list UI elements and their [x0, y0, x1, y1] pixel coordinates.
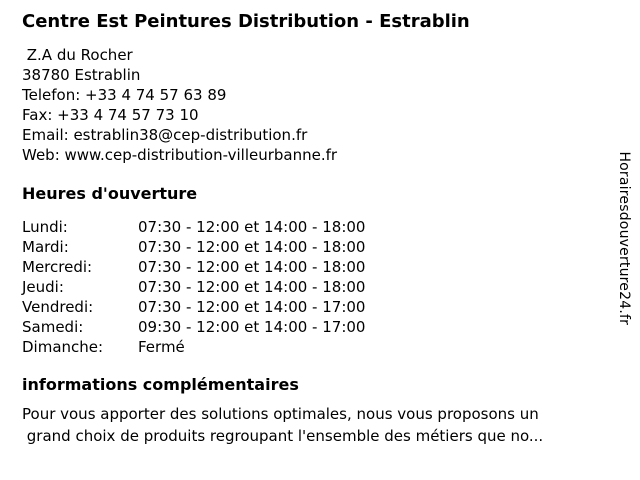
day-hours: 09:30 - 12:00 et 14:00 - 17:00 — [138, 318, 366, 336]
page-title: Centre Est Peintures Distribution - Estr… — [22, 11, 470, 32]
email-line: Email: estrablin38@cep-distribution.fr — [22, 126, 308, 144]
info-line-2: grand choix de produits regroupant l'ens… — [22, 427, 544, 445]
day-label: Dimanche: — [22, 338, 104, 356]
watermark-vertical-text: Horairesdouverture24.fr — [616, 151, 632, 326]
day-hours: 07:30 - 12:00 et 14:00 - 18:00 — [138, 258, 366, 276]
day-label: Mercredi: — [22, 258, 93, 276]
day-hours: 07:30 - 12:00 et 14:00 - 18:00 — [138, 218, 366, 236]
info-line-1: Pour vous apporter des solutions optimal… — [22, 405, 539, 423]
day-label: Lundi: — [22, 218, 68, 236]
table-row-tuesday: Mardi: 07:30 - 12:00 et 14:00 - 18:00 — [22, 237, 365, 257]
day-hours: 07:30 - 12:00 et 14:00 - 17:00 — [138, 298, 366, 316]
day-hours: Fermé — [138, 338, 185, 356]
hours-heading: Heures d'ouverture — [22, 184, 198, 203]
fax-line: Fax: +33 4 74 57 73 10 — [22, 106, 199, 124]
table-row-monday: Lundi: 07:30 - 12:00 et 14:00 - 18:00 — [22, 217, 365, 237]
hours-table: Lundi: 07:30 - 12:00 et 14:00 - 18:00 Ma… — [22, 217, 365, 357]
info-heading: informations complémentaires — [22, 375, 299, 394]
address-line-1: Z.A du Rocher — [22, 46, 133, 64]
table-row-thursday: Jeudi: 07:30 - 12:00 et 14:00 - 18:00 — [22, 277, 365, 297]
day-hours: 07:30 - 12:00 et 14:00 - 18:00 — [138, 278, 366, 296]
web-line: Web: www.cep-distribution-villeurbanne.f… — [22, 146, 338, 164]
day-hours: 07:30 - 12:00 et 14:00 - 18:00 — [138, 238, 366, 256]
contact-block: Z.A du Rocher 38780 Estrablin Telefon: +… — [22, 45, 640, 165]
info-paragraph: Pour vous apporter des solutions optimal… — [22, 403, 640, 447]
day-label: Mardi: — [22, 238, 69, 256]
table-row-sunday: Dimanche: Fermé — [22, 337, 365, 357]
table-row-wednesday: Mercredi: 07:30 - 12:00 et 14:00 - 18:00 — [22, 257, 365, 277]
address-line-2: 38780 Estrablin — [22, 66, 141, 84]
day-label: Samedi: — [22, 318, 84, 336]
day-label: Vendredi: — [22, 298, 94, 316]
phone-line: Telefon: +33 4 74 57 63 89 — [22, 86, 227, 104]
table-row-saturday: Samedi: 09:30 - 12:00 et 14:00 - 17:00 — [22, 317, 365, 337]
day-label: Jeudi: — [22, 278, 64, 296]
table-row-friday: Vendredi: 07:30 - 12:00 et 14:00 - 17:00 — [22, 297, 365, 317]
